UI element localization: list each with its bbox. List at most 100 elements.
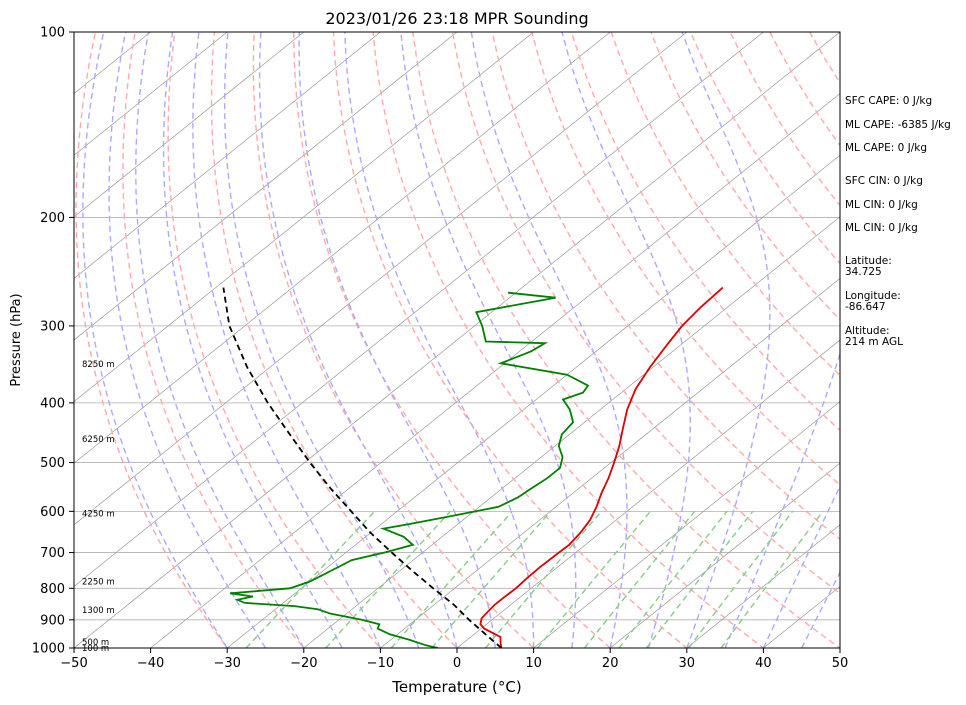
mixing-ratio-line bbox=[688, 510, 794, 648]
info-line: SFC CAPE: 0 J/kg bbox=[845, 95, 932, 107]
y-tick-label: 1000 bbox=[32, 642, 65, 657]
y-tick-label: 100 bbox=[40, 26, 65, 41]
background-lines bbox=[74, 32, 840, 648]
temperature-profile-line bbox=[479, 286, 724, 648]
x-tick-label: 50 bbox=[832, 656, 849, 671]
height-label: 4250 m bbox=[82, 510, 115, 520]
dry-adiabat-line bbox=[75, 32, 229, 648]
dry-adiabat-line bbox=[610, 32, 840, 377]
parcel-profile-line bbox=[222, 287, 502, 648]
moist-adiabat-line bbox=[681, 32, 771, 648]
dry-adiabat-line bbox=[122, 32, 305, 648]
dry-adiabat-line bbox=[650, 32, 840, 321]
isotherm-line bbox=[74, 32, 458, 341]
info-line: Altitude: bbox=[845, 325, 890, 337]
moist-adiabat-line bbox=[162, 32, 343, 648]
info-line: ML CAPE: -6385 J/kg bbox=[845, 119, 951, 131]
isotherm-line bbox=[150, 93, 840, 648]
moist-adiabat-line bbox=[108, 32, 267, 648]
mixing-ratio-line bbox=[720, 510, 824, 648]
height-label: 8250 m bbox=[82, 360, 115, 370]
mixing-ratio-line bbox=[583, 510, 696, 648]
moist-adiabat-line bbox=[258, 32, 458, 648]
sounding-info-panel: SFC CAPE: 0 J/kg ML CAPE: -6385 J/kg ML CA… bbox=[845, 95, 951, 348]
dry-adiabat-line bbox=[372, 32, 765, 648]
height-label: 1300 m bbox=[82, 606, 115, 616]
x-tick-label: 20 bbox=[602, 656, 619, 671]
info-line: ML CAPE: 0 J/kg bbox=[845, 142, 927, 154]
x-tick-label: 40 bbox=[755, 656, 772, 671]
x-axis-label: Temperature (°C) bbox=[391, 678, 521, 696]
dry-adiabat-line bbox=[412, 32, 840, 648]
isotherm-line bbox=[533, 401, 840, 648]
height-label: 6250 m bbox=[82, 435, 115, 445]
dry-adiabat-line bbox=[491, 32, 840, 541]
dry-adiabat-line bbox=[531, 32, 840, 486]
moist-adiabat-line bbox=[82, 32, 228, 648]
mixing-ratio-line bbox=[325, 510, 451, 648]
x-tick-label: −50 bbox=[60, 656, 87, 671]
mixing-ratio-line bbox=[536, 510, 652, 648]
isotherm-line bbox=[380, 277, 840, 648]
isotherm-line bbox=[74, 32, 688, 526]
y-axis-ticks: 100 200 300 400 500 600 700 800 900 1000 bbox=[32, 26, 74, 657]
isotherm-line bbox=[74, 32, 381, 279]
isotherm-line bbox=[74, 32, 611, 464]
y-tick-label: 400 bbox=[40, 396, 65, 411]
mixing-ratio-line bbox=[431, 510, 552, 648]
info-line: ML CIN: 0 J/kg bbox=[845, 222, 918, 234]
info-line: 34.725 bbox=[845, 266, 882, 278]
mixing-ratio-line bbox=[245, 510, 376, 648]
moist-adiabat-line bbox=[298, 32, 496, 648]
dry-adiabat-line bbox=[167, 32, 382, 648]
height-label: 500 m bbox=[82, 638, 109, 648]
x-tick-label: −10 bbox=[367, 656, 394, 671]
isotherm-line bbox=[609, 462, 840, 648]
isotherm-line bbox=[686, 524, 840, 648]
x-tick-label: 10 bbox=[525, 656, 542, 671]
mixing-ratio-line bbox=[484, 510, 602, 648]
moist-adiabat-line bbox=[344, 32, 535, 648]
moist-adiabat-line bbox=[724, 32, 840, 648]
dry-adiabat-line bbox=[332, 32, 688, 648]
mixing-ratio-line bbox=[390, 510, 513, 648]
series-lines bbox=[222, 286, 724, 648]
isotherm-line bbox=[74, 32, 764, 587]
y-tick-label: 600 bbox=[40, 505, 65, 520]
height-label: 100 m bbox=[82, 644, 109, 654]
isotherm-line bbox=[226, 154, 840, 648]
isotherm-line bbox=[74, 32, 534, 403]
info-line: SFC CIN: 0 J/kg bbox=[845, 175, 923, 187]
dry-adiabat-line bbox=[451, 32, 840, 595]
isotherm-line bbox=[303, 216, 840, 648]
isotherm-line bbox=[74, 32, 305, 218]
info-line: Latitude: bbox=[845, 255, 892, 267]
moist-adiabat-line bbox=[135, 32, 305, 648]
info-line: Longitude: bbox=[845, 290, 901, 302]
y-tick-label: 700 bbox=[40, 546, 65, 561]
mixing-ratio-line bbox=[645, 510, 754, 648]
y-tick-label: 300 bbox=[40, 319, 65, 334]
x-tick-label: −20 bbox=[290, 656, 317, 671]
moist-adiabat-line bbox=[400, 32, 577, 648]
dry-adiabat-line bbox=[252, 32, 535, 648]
x-tick-label: 30 bbox=[679, 656, 696, 671]
chart-title: 2023/01/26 23:18 MPR Sounding bbox=[325, 9, 588, 28]
dry-adiabat-line bbox=[570, 32, 840, 432]
isotherm-line bbox=[456, 339, 840, 648]
x-axis-ticks: −50 −40 −30 −20 −10 0 10 20 30 40 50 bbox=[60, 648, 848, 671]
x-tick-label: −40 bbox=[137, 656, 164, 671]
isotherm-line bbox=[74, 32, 840, 648]
moist-adiabat-line bbox=[192, 32, 382, 648]
y-tick-label: 800 bbox=[40, 582, 65, 597]
dry-adiabat-line bbox=[210, 32, 458, 648]
x-tick-label: −30 bbox=[213, 656, 240, 671]
isotherm-line bbox=[74, 32, 228, 156]
info-line: -86.647 bbox=[845, 301, 886, 313]
moist-adiabat-line bbox=[470, 32, 628, 648]
x-tick-label: 0 bbox=[453, 656, 461, 671]
moist-adiabat-line bbox=[223, 32, 420, 648]
info-line: ML CIN: 0 J/kg bbox=[845, 199, 918, 211]
